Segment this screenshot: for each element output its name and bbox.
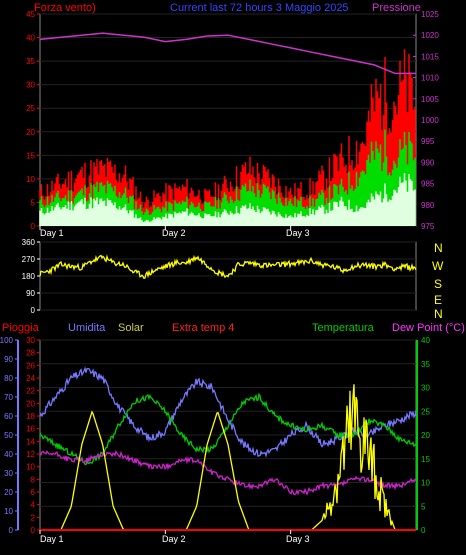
humidity-axis-tick-label: 100: [0, 336, 14, 345]
humidity-axis-tick-label: 30: [4, 469, 13, 478]
compass-n1: N: [434, 241, 443, 255]
temperature-axis-tick-label: 10: [421, 479, 430, 488]
humidity-axis-tick-label: 80: [4, 374, 13, 383]
extra-temp-line: [39, 449, 417, 496]
wind-axis-tick-label: 40: [26, 34, 35, 43]
direction-plot: [39, 241, 417, 311]
rain-axis-tick-label: 4: [31, 501, 36, 510]
rain-axis-tick-label: 2: [31, 513, 36, 522]
pressure-axis-tick-label: 985: [421, 180, 435, 189]
pressure-axis-tick-label: 1015: [421, 52, 439, 61]
wind-axis-tick-label: 5: [31, 198, 36, 207]
compass-e: E: [434, 293, 442, 307]
humidity-axis-tick-label: 40: [4, 450, 13, 459]
temperature-title: Temperatura: [312, 322, 375, 334]
rain-axis-tick-label: 30: [26, 336, 35, 345]
wind-axis-tick-label: 0: [31, 222, 36, 231]
direction-axis-tick-label: 0: [31, 306, 36, 315]
wind-axis-left: 0 5 10 15 20 25 30 35 40 45: [26, 10, 40, 231]
compass-n2: N: [434, 307, 443, 321]
humidity-axis-tick-label: 0: [9, 526, 14, 535]
pressure-axis-tick-label: 995: [421, 137, 435, 146]
rain-title: Pioggia: [2, 322, 40, 334]
temperature-axis-tick-label: 15: [421, 455, 430, 464]
rain-axis-tick-label: 12: [26, 450, 35, 459]
direction-axis-tick-label: 360: [22, 238, 36, 247]
rain-axis-tick-label: 14: [26, 437, 35, 446]
compass-w: W: [432, 259, 444, 273]
humidity-axis-tick-label: 70: [4, 393, 13, 402]
solar-line: [40, 384, 416, 531]
humidity-axis-tick-label: 90: [4, 355, 13, 364]
temperature-axis-tick-label: 35: [421, 360, 430, 369]
direction-axis-tick-label: 90: [26, 289, 35, 298]
pressure-line: [39, 32, 416, 75]
humidity-axis-tick-label: 60: [4, 412, 13, 421]
temperature-axis-tick-label: 25: [421, 407, 430, 416]
compass-s: S: [434, 277, 442, 291]
extra-temp-title: Extra temp 4: [172, 322, 234, 334]
wind-base-bars: [39, 173, 416, 226]
temperature-axis-tick-label: 5: [421, 502, 426, 511]
humidity-axis-tick-label: 10: [4, 507, 13, 516]
dewpoint-title: Dew Point (°C): [392, 322, 465, 334]
pressure-axis-tick-label: 1010: [421, 74, 439, 83]
direction-axis-tick-label: 270: [22, 255, 36, 264]
humidity-axis-tick-label: 50: [4, 431, 13, 440]
temperature-axis-tick-label: 0: [421, 526, 426, 535]
pressure-title: Pressione: [372, 2, 421, 14]
temperature-axis-tick-label: 20: [421, 431, 430, 440]
pressure-axis-tick-label: 975: [421, 222, 435, 231]
temperature-axis-tick-label: 30: [421, 384, 430, 393]
rain-axis-tick-label: 6: [31, 488, 36, 497]
temperature-axis-tick-label: 40: [421, 336, 430, 345]
environment-plot: [39, 339, 417, 534]
pressure-axis-tick-label: 1000: [421, 116, 439, 125]
wind-axis-tick-label: 30: [26, 81, 35, 90]
wind-axis-tick-label: 25: [26, 104, 35, 113]
wind-axis-tick-label: 20: [26, 128, 35, 137]
wind-day1-label: Day 1: [40, 228, 64, 238]
direction-axis-tick-label: 180: [22, 272, 36, 281]
wind-title: Forza vento): [34, 2, 96, 14]
direction-line: [39, 254, 417, 280]
pressure-axis-tick-label: 1005: [421, 95, 439, 104]
rain-axis-tick-label: 10: [26, 463, 35, 472]
rain-axis-tick-label: 8: [31, 475, 36, 484]
pressure-axis-tick-label: 1025: [421, 10, 439, 19]
pressure-axis-tick-label: 1020: [421, 31, 439, 40]
wind-axis-tick-label: 35: [26, 57, 35, 66]
wind-axis-tick-label: 10: [26, 175, 35, 184]
rain-axis-tick-label: 16: [26, 425, 35, 434]
rain-axis-tick-label: 24: [26, 374, 35, 383]
pressure-axis-right: 975 980 985 990 995 1000 1005 1010 1015 1020 1025: [413, 10, 439, 231]
wind-day3-label: Day 3: [286, 228, 310, 238]
solar-title: Solar: [118, 322, 144, 334]
env-day1-label: Day 1: [40, 534, 64, 544]
rain-axis-tick-label: 28: [26, 349, 35, 358]
chart-header: Current last 72 hours 3 Maggio 2025: [170, 2, 349, 14]
rain-axis-tick-label: 22: [26, 387, 35, 396]
rain-axis-tick-label: 26: [26, 361, 35, 370]
humidity-axis-tick-label: 20: [4, 488, 13, 497]
wind-axis-tick-label: 45: [26, 10, 35, 19]
rain-axis-tick-label: 20: [26, 399, 35, 408]
wind-axis-tick-label: 15: [26, 151, 35, 160]
rain-axis-tick-label: 18: [26, 412, 35, 421]
pressure-axis-tick-label: 980: [421, 201, 435, 210]
wind-plot: [39, 13, 416, 230]
humidity-axis: 0 10 20 30 40 50 60 70 80 90 100: [0, 336, 19, 535]
env-day3-label: Day 3: [286, 534, 310, 544]
wind-day2-label: Day 2: [162, 228, 186, 238]
pressure-axis-tick-label: 990: [421, 158, 435, 167]
humidity-line: [39, 366, 417, 458]
env-day2-label: Day 2: [162, 534, 186, 544]
rain-axis-tick-label: 0: [31, 526, 36, 535]
humidity-title: Umidita: [68, 322, 106, 334]
direction-axis: 0 90 180 270 360: [22, 238, 40, 315]
